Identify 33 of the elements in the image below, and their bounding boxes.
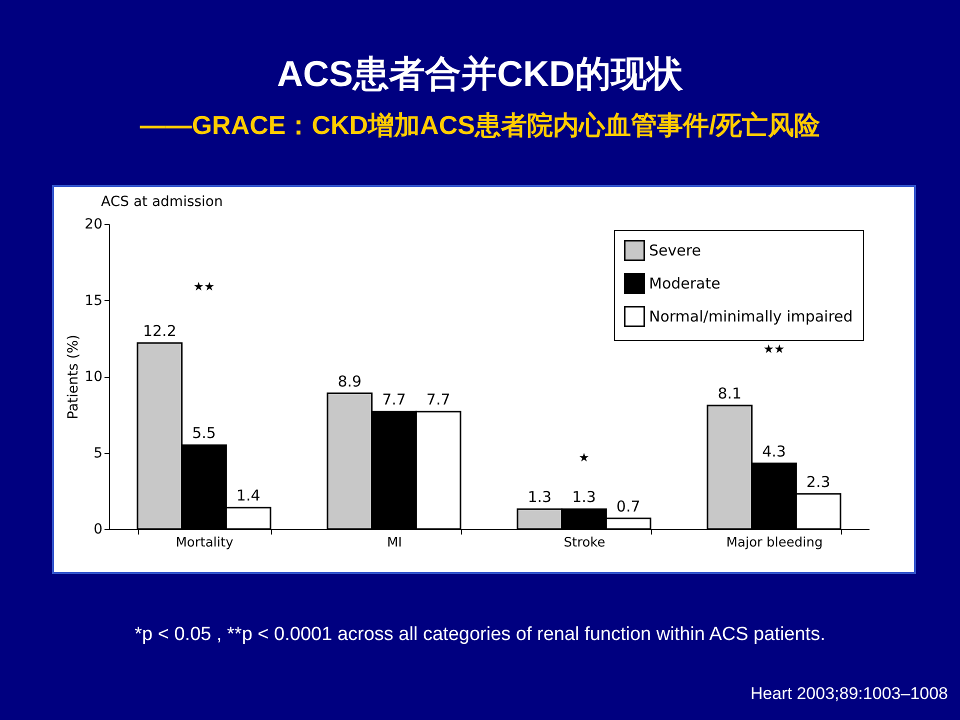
data-label: 1.3 — [572, 488, 596, 506]
chart-title: ACS患者合并CKD的现状 — [276, 52, 684, 96]
y-tick-label: 0 — [94, 522, 102, 538]
data-label: 1.3 — [528, 488, 552, 506]
text: *p < 0.05 , **p < 0.0001 across all categories of renal function within ACS patients. — [134, 624, 826, 646]
legend-label: Moderate — [649, 274, 720, 292]
data-label: 7.7 — [382, 390, 406, 409]
text: ACS at admission — [101, 194, 223, 210]
data-label: 7.7 — [426, 390, 450, 409]
annotation: ★ — [578, 450, 590, 464]
x-tick-label: Stroke — [564, 536, 606, 550]
legend-label: Normal/minimally impaired — [649, 308, 853, 326]
y-tick-label: 5 — [94, 445, 102, 462]
data-label: 8.1 — [718, 384, 742, 402]
x-tick-label: Mortality — [176, 536, 234, 550]
text: Heart 2003;89:1003–1008 — [750, 684, 948, 704]
legend-label: Severe — [649, 242, 701, 260]
data-label: 1.4 — [236, 486, 260, 505]
data-label: 8.9 — [338, 372, 362, 390]
annotation: ★★ — [763, 342, 785, 356]
data-label: 0.7 — [616, 497, 640, 516]
y-tick-label: 15 — [84, 292, 102, 309]
y-tick-label: 20 — [84, 216, 102, 232]
chart-subtitle: ——GRACE：CKD增加ACS患者院内心血管事件/死亡风险 — [138, 109, 822, 142]
x-tick-label: MI — [386, 536, 402, 550]
annotation: ★★ — [193, 280, 215, 294]
y-axis-title: Patients (%) — [66, 334, 82, 420]
y-tick-label: 10 — [84, 369, 102, 385]
data-label: 4.3 — [762, 442, 786, 460]
data-label: 2.3 — [806, 472, 830, 491]
data-label: 5.5 — [192, 424, 216, 442]
data-label: 12.2 — [142, 322, 176, 340]
x-tick-label: Major bleeding — [726, 536, 823, 550]
